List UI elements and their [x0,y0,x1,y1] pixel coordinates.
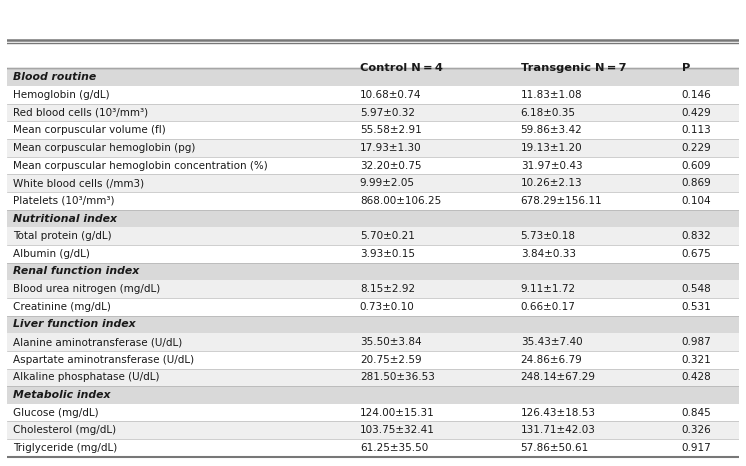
Text: 0.321: 0.321 [682,355,711,365]
Bar [7,333,739,351]
Text: 0.428: 0.428 [682,372,711,382]
Bar [7,210,739,227]
Text: 10.26±2.13: 10.26±2.13 [521,178,583,188]
Text: 6.18±0.35: 6.18±0.35 [521,108,576,117]
Text: Mean corpuscular volume (fl): Mean corpuscular volume (fl) [13,125,166,135]
Bar [7,263,739,280]
Bar [7,421,739,439]
Text: 0.229: 0.229 [682,143,711,153]
Bar [7,43,739,69]
Bar [7,351,739,369]
Text: 32.20±0.75: 32.20±0.75 [360,161,421,171]
Text: 0.146: 0.146 [682,90,711,100]
Text: 103.75±32.41: 103.75±32.41 [360,425,435,435]
Bar [7,122,739,139]
Bar [7,227,739,245]
Bar [7,439,739,457]
Bar [7,298,739,315]
Text: Red blood cells (10³/mm³): Red blood cells (10³/mm³) [13,108,148,117]
Text: 61.25±35.50: 61.25±35.50 [360,443,428,453]
Text: Transgenic N = 7: Transgenic N = 7 [521,63,626,74]
Text: 11.83±1.08: 11.83±1.08 [521,90,583,100]
Bar [7,139,739,157]
Text: 126.43±18.53: 126.43±18.53 [521,408,595,418]
Text: Blood urea nitrogen (mg/dL): Blood urea nitrogen (mg/dL) [13,284,160,294]
Text: 35.43±7.40: 35.43±7.40 [521,337,583,347]
Text: 5.73±0.18: 5.73±0.18 [521,231,576,241]
Text: Albumin (g/dL): Albumin (g/dL) [13,249,90,259]
Bar [7,315,739,333]
Text: Renal function index: Renal function index [13,267,140,276]
Text: 0.531: 0.531 [682,302,711,312]
Text: Glucose (mg/dL): Glucose (mg/dL) [13,408,99,418]
Text: 5.97±0.32: 5.97±0.32 [360,108,415,117]
Text: Hemoglobin (g/dL): Hemoglobin (g/dL) [13,90,110,100]
Bar [7,69,739,86]
Text: 0.845: 0.845 [682,408,711,418]
Text: Alanine aminotransferase (U/dL): Alanine aminotransferase (U/dL) [13,337,183,347]
Text: Platelets (10³/mm³): Platelets (10³/mm³) [13,196,115,206]
Text: Metabolic index: Metabolic index [13,390,111,400]
Text: 131.71±42.03: 131.71±42.03 [521,425,595,435]
Text: Control N = 4: Control N = 4 [360,63,442,74]
Text: 0.609: 0.609 [682,161,711,171]
Text: Triglyceride (mg/dL): Triglyceride (mg/dL) [13,443,118,453]
Text: 0.832: 0.832 [682,231,711,241]
Text: Blood routine: Blood routine [13,72,96,82]
Text: 0.917: 0.917 [682,443,711,453]
Text: 17.93±1.30: 17.93±1.30 [360,143,421,153]
Text: Liver function index: Liver function index [13,319,136,329]
Text: P: P [682,63,690,74]
Text: 24.86±6.79: 24.86±6.79 [521,355,583,365]
Bar [7,245,739,263]
Text: 868.00±106.25: 868.00±106.25 [360,196,441,206]
Text: 35.50±3.84: 35.50±3.84 [360,337,421,347]
Text: 0.987: 0.987 [682,337,711,347]
Text: 0.73±0.10: 0.73±0.10 [360,302,415,312]
Bar [7,280,739,298]
Text: 31.97±0.43: 31.97±0.43 [521,161,583,171]
Bar [7,157,739,174]
Text: Nutritional index: Nutritional index [13,213,117,224]
Text: Creatinine (mg/dL): Creatinine (mg/dL) [13,302,111,312]
Text: 3.93±0.15: 3.93±0.15 [360,249,415,259]
Text: Mean corpuscular hemoglobin (pg): Mean corpuscular hemoglobin (pg) [13,143,195,153]
Text: 3.84±0.33: 3.84±0.33 [521,249,576,259]
Text: 281.50±36.53: 281.50±36.53 [360,372,435,382]
Bar [7,369,739,386]
Text: 0.675: 0.675 [682,249,711,259]
Text: 0.113: 0.113 [682,125,711,135]
Text: 9.99±2.05: 9.99±2.05 [360,178,415,188]
Text: Total protein (g/dL): Total protein (g/dL) [13,231,112,241]
Text: 55.58±2.91: 55.58±2.91 [360,125,421,135]
Text: 0.66±0.17: 0.66±0.17 [521,302,576,312]
Bar [7,386,739,404]
Text: 248.14±67.29: 248.14±67.29 [521,372,595,382]
Text: Cholesterol (mg/dL): Cholesterol (mg/dL) [13,425,116,435]
Bar [7,404,739,421]
Bar [7,192,739,210]
Bar [7,86,739,104]
Text: 124.00±15.31: 124.00±15.31 [360,408,435,418]
Text: Aspartate aminotransferase (U/dL): Aspartate aminotransferase (U/dL) [13,355,195,365]
Text: White blood cells (/mm3): White blood cells (/mm3) [13,178,145,188]
Text: 57.86±50.61: 57.86±50.61 [521,443,589,453]
Text: 9.11±1.72: 9.11±1.72 [521,284,576,294]
Text: 59.86±3.42: 59.86±3.42 [521,125,583,135]
Text: 678.29±156.11: 678.29±156.11 [521,196,602,206]
Text: 0.548: 0.548 [682,284,711,294]
Text: 20.75±2.59: 20.75±2.59 [360,355,421,365]
Text: 10.68±0.74: 10.68±0.74 [360,90,421,100]
Text: 19.13±1.20: 19.13±1.20 [521,143,583,153]
Text: 5.70±0.21: 5.70±0.21 [360,231,415,241]
Bar [7,174,739,192]
Text: 0.104: 0.104 [682,196,711,206]
Bar [7,104,739,122]
Text: 8.15±2.92: 8.15±2.92 [360,284,415,294]
Text: 0.429: 0.429 [682,108,711,117]
Text: 0.326: 0.326 [682,425,711,435]
Text: Mean corpuscular hemoglobin concentration (%): Mean corpuscular hemoglobin concentratio… [13,161,268,171]
Text: Alkaline phosphatase (U/dL): Alkaline phosphatase (U/dL) [13,372,160,382]
Text: 0.869: 0.869 [682,178,711,188]
